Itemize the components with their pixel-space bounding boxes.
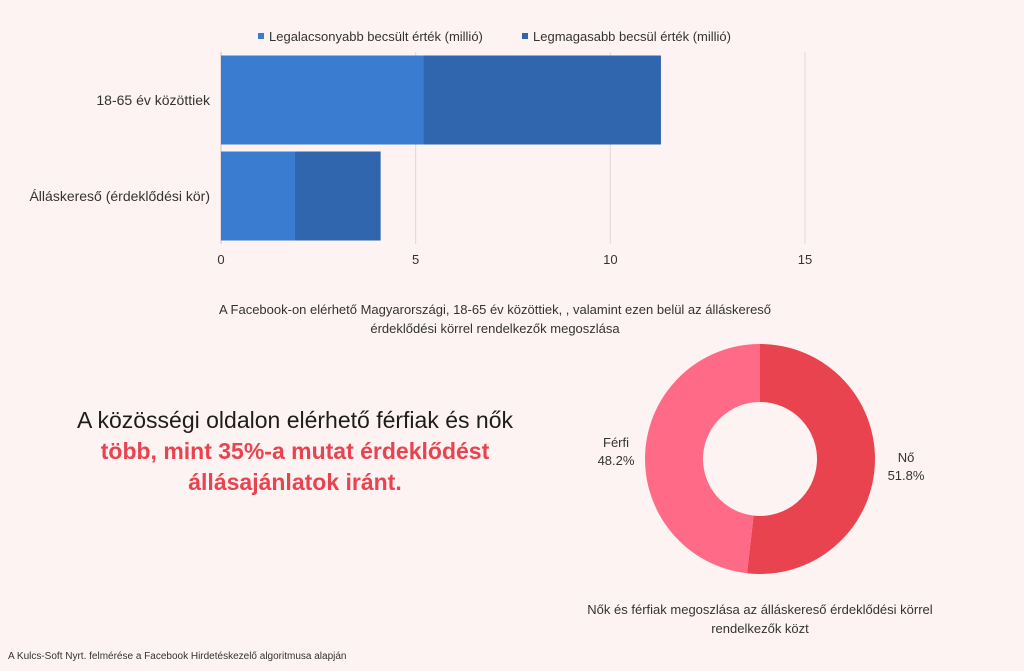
legend-label: Legalacsonyabb becsült érték (millió) [269,29,483,44]
x-tick-label: 15 [798,252,812,267]
legend-swatch [258,33,264,39]
x-tick-label: 5 [412,252,419,267]
category-label: 18-65 év közöttiek [96,92,211,108]
bar-chart: 0 5 10 15 18-65 év közöttiek Álláskereső (érd… [29,29,812,267]
footer-source: A Kulcs-Soft Nyrt. felmérése a Facebook … [8,651,347,662]
x-tick-label: 0 [217,252,224,267]
slice-label-no-name: Nő [897,450,915,465]
x-tick-label: 10 [603,252,617,267]
slice-label-no-value: 51.8% [887,468,925,483]
slice-label-ferfi-value: 48.2% [597,453,635,468]
headline-accent: több, mint 35%-a mutat érdeklődést állás… [100,438,490,495]
legend-label: Legmagasabb becsül érték (millió) [533,29,731,44]
bar-chart-caption: A Facebook-on elérhető Magyarországi, 18… [218,302,772,336]
bar-low-0 [221,55,424,145]
bar-high-0 [423,55,661,145]
bar-low-1 [221,151,295,241]
bar-high-1 [294,151,381,241]
donut-slice-ferfi [644,344,760,574]
slice-label-ferfi: Férfi 48.2% [588,434,644,470]
donut-slice-no [747,344,875,574]
headline: A közösségi oldalon elérhető férfiak és … [60,405,530,498]
headline-text: A közösségi oldalon elérhető férfiak és … [77,407,513,433]
donut-chart-caption: Nők és férfiak megoszlása az álláskereső… [587,602,933,636]
legend-swatch [522,33,528,39]
category-label: Álláskereső (érdeklődési kör) [29,188,210,204]
slice-label-no: Nő 51.8% [878,449,934,485]
slice-label-ferfi-name: Férfi [603,435,629,450]
